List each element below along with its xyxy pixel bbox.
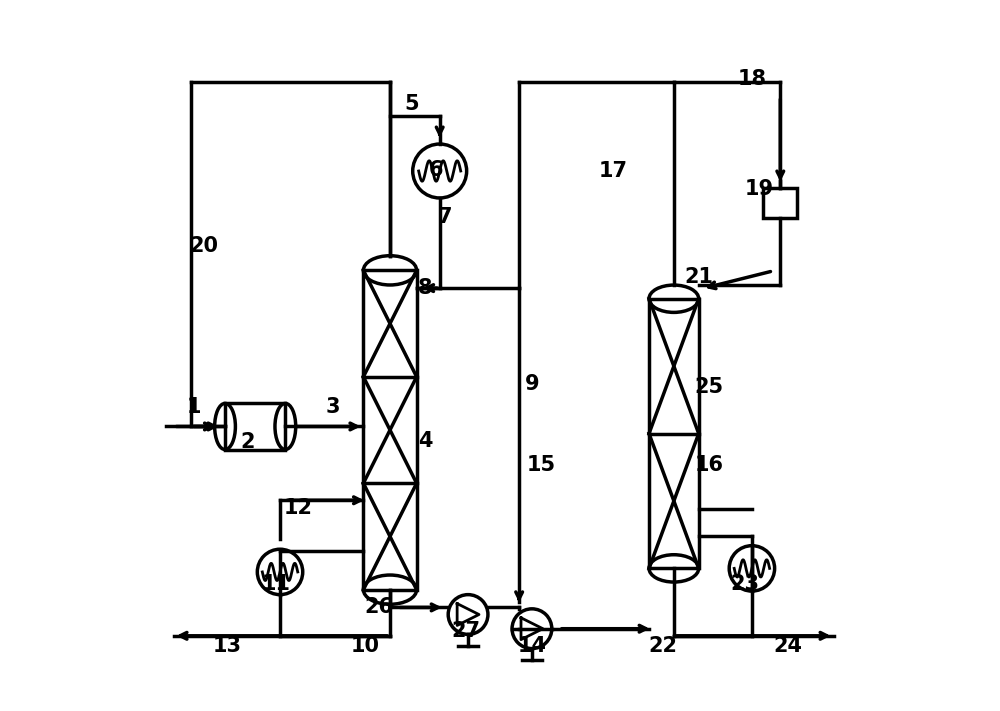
Bar — [763, 188, 797, 218]
Text: 9: 9 — [525, 374, 539, 394]
Text: 15: 15 — [527, 456, 556, 476]
Text: 17: 17 — [599, 161, 628, 181]
Text: 5: 5 — [404, 94, 419, 114]
Text: 19: 19 — [744, 178, 774, 199]
Text: 14: 14 — [517, 636, 546, 656]
Text: 10: 10 — [351, 636, 380, 656]
Text: 12: 12 — [283, 498, 312, 518]
Text: 7: 7 — [437, 207, 452, 227]
Text: 22: 22 — [649, 636, 678, 656]
Text: 27: 27 — [451, 621, 480, 641]
Text: 4: 4 — [418, 431, 433, 451]
Text: 23: 23 — [730, 574, 759, 594]
Text: 21: 21 — [684, 267, 713, 287]
Text: 24: 24 — [773, 636, 802, 656]
Text: 18: 18 — [737, 69, 766, 89]
Text: 2: 2 — [241, 432, 255, 452]
Text: 13: 13 — [212, 636, 241, 656]
Text: 11: 11 — [262, 574, 291, 594]
Text: 1: 1 — [186, 397, 201, 417]
Text: 8: 8 — [418, 278, 433, 298]
Text: 3: 3 — [326, 397, 340, 417]
Text: 16: 16 — [695, 456, 724, 476]
Text: 20: 20 — [189, 235, 218, 255]
Text: 6: 6 — [429, 159, 443, 180]
Text: 25: 25 — [695, 378, 724, 397]
Bar — [225, 403, 285, 449]
Text: 26: 26 — [365, 597, 394, 617]
